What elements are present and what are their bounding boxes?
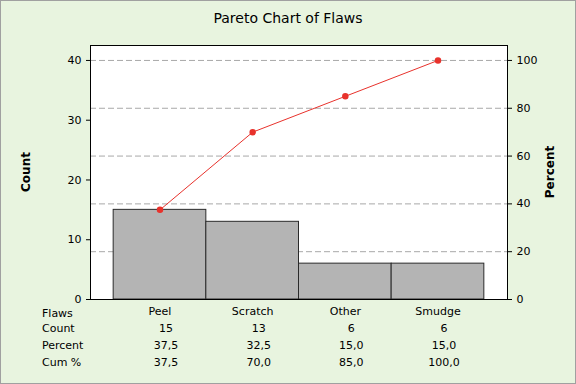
html-text:Flaws: Flaws [42,306,73,320]
svg-text:Other: Other [330,305,362,318]
html-text:Percent: Percent [543,145,557,199]
svg-text:20: 20 [517,245,531,258]
svg-text:Peel: Peel [149,305,172,318]
svg-text:15,0: 15,0 [339,339,364,352]
svg-text:30: 30 [68,114,82,127]
svg-text:Smudge: Smudge [415,305,461,318]
svg-text:37,5: 37,5 [154,356,179,369]
html-text:Pareto Chart of Flaws: Pareto Chart of Flaws [213,10,363,26]
svg-text:Scratch: Scratch [232,305,274,318]
svg-text:37,5: 37,5 [154,339,179,352]
svg-text:32,5: 32,5 [246,339,271,352]
svg-text:6: 6 [348,322,355,335]
svg-text:0: 0 [75,293,82,306]
svg-text:13: 13 [252,322,266,335]
svg-text:20: 20 [68,173,82,186]
svg-text:10: 10 [68,233,82,246]
svg-text:80: 80 [517,102,531,115]
svg-text:15,0: 15,0 [432,339,457,352]
html-text:Count: Count [19,152,33,192]
html-text:Count: Count [42,321,75,335]
svg-text:6: 6 [441,322,448,335]
svg-text:85,0: 85,0 [339,356,364,369]
svg-text:70,0: 70,0 [246,356,271,369]
html-text:Percent: Percent [42,338,84,352]
svg-text:40: 40 [517,197,531,210]
svg-text:100,0: 100,0 [428,356,460,369]
svg-text:15: 15 [159,322,173,335]
html-text:Cum %: Cum % [42,355,82,369]
svg-text:0: 0 [517,293,524,306]
svg-text:40: 40 [68,54,82,67]
svg-text:100: 100 [517,54,538,67]
svg-text:60: 60 [517,150,531,163]
